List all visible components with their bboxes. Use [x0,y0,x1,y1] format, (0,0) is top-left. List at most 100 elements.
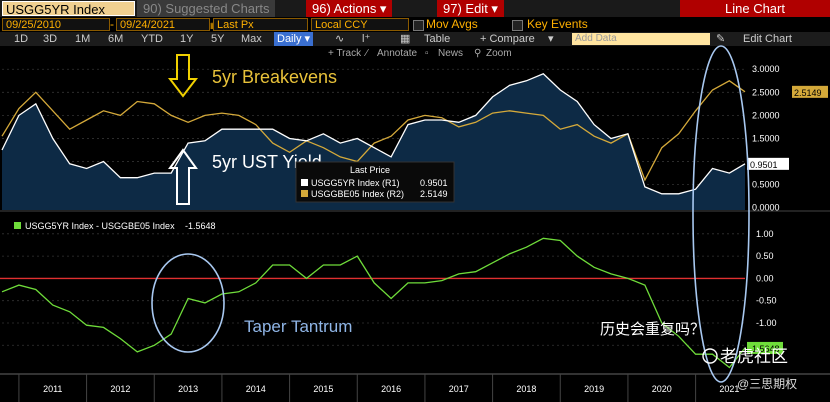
frequency-select[interactable]: Daily ▾ [274,32,314,46]
news-button[interactable]: News [438,48,464,59]
x-axis: 2011 2012 2013 2014 2015 2016 2017 2018 2019 2020… [0,373,830,402]
x-tick-label: 2021 [719,384,739,394]
legend-box-top [295,161,455,203]
compare-dropdown-icon[interactable]: ▾ [548,33,554,45]
yield-last-tag [747,157,789,170]
currency-select[interactable]: Local CCY [311,18,409,31]
x-tick-label: 2014 [246,384,266,394]
period-6m[interactable]: 6M [108,33,124,45]
frequency-label: Daily [277,33,302,45]
x-tick-label: 2020 [652,384,672,394]
legend-yield-label: USGG5YR Index (R1) [311,178,400,188]
period-row: 1D 3D 1M 6M YTD 1Y 5Y Max Daily ▾ ∿ l⁺ ▦… [0,32,830,46]
suggested-charts-button[interactable]: 90) Suggested Charts [137,0,276,17]
period-ytd[interactable]: YTD [141,33,163,45]
period-1y[interactable]: 1Y [180,33,194,45]
top-y-tick-label: 2.5000 [752,87,780,97]
breakeven-last-tag [792,85,828,98]
legend-spread-value: -1.5648 [185,221,216,231]
top-y-tick-label: 0.0000 [752,203,780,213]
date-separator: - [110,17,114,31]
price-field-select[interactable]: Last Px [213,18,308,31]
breakeven-arrow-icon [167,54,199,98]
bottom-panel: 1.000.500.00-0.50-1.00-1.50-1.5648 [0,229,783,369]
ticker-field[interactable]: USGG5YR Index [2,1,135,17]
x-tick-label: 2012 [110,384,130,394]
end-date-field[interactable]: 09/24/2021 [116,18,210,31]
add-data-input[interactable]: Add Data [572,33,710,45]
x-tick-label: 2018 [516,384,536,394]
top-y-tick-label: 1.5000 [752,133,780,143]
period-1d[interactable]: 1D [14,33,29,45]
track-button[interactable]: + Track [328,48,362,59]
recent-ellipse [692,45,750,383]
taper-ellipse [151,253,225,353]
legend-breakeven-value: 2.5149 [420,189,448,199]
bottom-y-tick-label: -1.00 [756,318,777,328]
zoom-button[interactable]: Zoom [486,48,512,59]
period-5y[interactable]: 5Y [211,33,225,45]
x-tick-label: 2015 [313,384,333,394]
line-style-icon[interactable]: ∿ [335,33,345,45]
x-tick-label: 2019 [584,384,604,394]
bottom-y-tick-label: 0.00 [756,273,774,283]
mov-avgs-checkbox[interactable] [413,20,424,31]
yield-series-line [1,73,746,195]
taper-annotation: Taper Tantrum [244,317,352,336]
period-1m[interactable]: 1M [75,33,91,45]
top-y-tick-label: 0.5000 [752,180,780,190]
start-date-field[interactable]: 09/25/2010 [2,18,110,31]
legend-spread-label: USGG5YR Index - USGGBE05 Index [25,221,175,231]
yield-last-tag-label: 0.9501 [750,160,778,170]
mov-avgs-label: Mov Avgs [426,17,478,31]
edit-menu[interactable]: 97) Edit ▾ [437,0,504,17]
news-icon[interactable]: ▫ [425,48,429,59]
breakeven-last-tag-label: 2.5149 [794,88,822,98]
tiger-logo-icon [702,348,718,364]
period-3d[interactable]: 3D [43,33,58,45]
credit-text: @三思期权 [737,377,797,391]
bottom-y-tick-label: 0.50 [756,251,774,261]
top-toolbar: USGG5YR Index 90) Suggested Charts 96) A… [0,0,830,17]
legend-swatch-yield [301,179,308,186]
ust-yield-annotation: 5yr UST Yield [212,152,322,172]
legend-yield-value: 0.9501 [420,178,448,188]
bar-style-icon[interactable]: l⁺ [362,33,371,45]
spread-last-tag-label: -1.5648 [749,344,780,354]
annotate-icon[interactable]: ∕ [366,48,368,59]
compare-button[interactable]: + Compare [480,33,535,45]
annotate-button[interactable]: Annotate [377,48,418,59]
top-panel: 0.00000.50001.00001.50002.00002.50003.00… [0,60,830,213]
table-button[interactable]: Table [424,33,451,45]
x-tick-label: 2016 [381,384,401,394]
legend-title: Last Price [350,165,390,175]
controls-row: 09/25/2010 - 09/24/2021 ▦ Last Px Local … [0,17,830,32]
top-y-tick-label: 2.0000 [752,110,780,120]
legend-swatch-spread [14,222,21,229]
edit-chart-button[interactable]: Edit Chart [743,33,792,45]
key-events-checkbox[interactable] [512,20,523,31]
legend-swatch-breakeven [301,190,308,197]
spread-series-line [1,237,746,369]
period-max[interactable]: Max [241,33,262,45]
yield-area-fill [2,73,745,210]
chart-type-label: Line Chart [680,0,830,17]
key-events-label: Key Events [527,17,588,31]
table-icon[interactable]: ▦ [400,33,411,45]
zoom-icon[interactable]: ⚲ [474,48,482,59]
bottom-y-tick-label: 1.00 [756,229,774,239]
x-tick-label: 2011 [43,384,62,394]
yield-arrow-icon [168,148,198,205]
watermark-text: 老虎社区 [720,347,788,366]
edit-chart-icon[interactable]: ✎ [716,33,726,45]
spread-last-tag [747,341,783,354]
x-tick-label: 2013 [178,384,198,394]
annotation-toolbar: + Track ∕ Annotate ▫ News ⚲ Zoom [0,46,830,60]
bottom-y-tick-label: -0.50 [756,296,777,306]
x-tick-label: 2017 [449,384,469,394]
breakeven-series-line [1,80,746,182]
actions-menu[interactable]: 96) Actions ▾ [306,0,393,17]
legend-breakeven-label: USGGBE05 Index (R2) [311,189,404,199]
breakevens-annotation: 5yr Breakevens [212,67,337,87]
